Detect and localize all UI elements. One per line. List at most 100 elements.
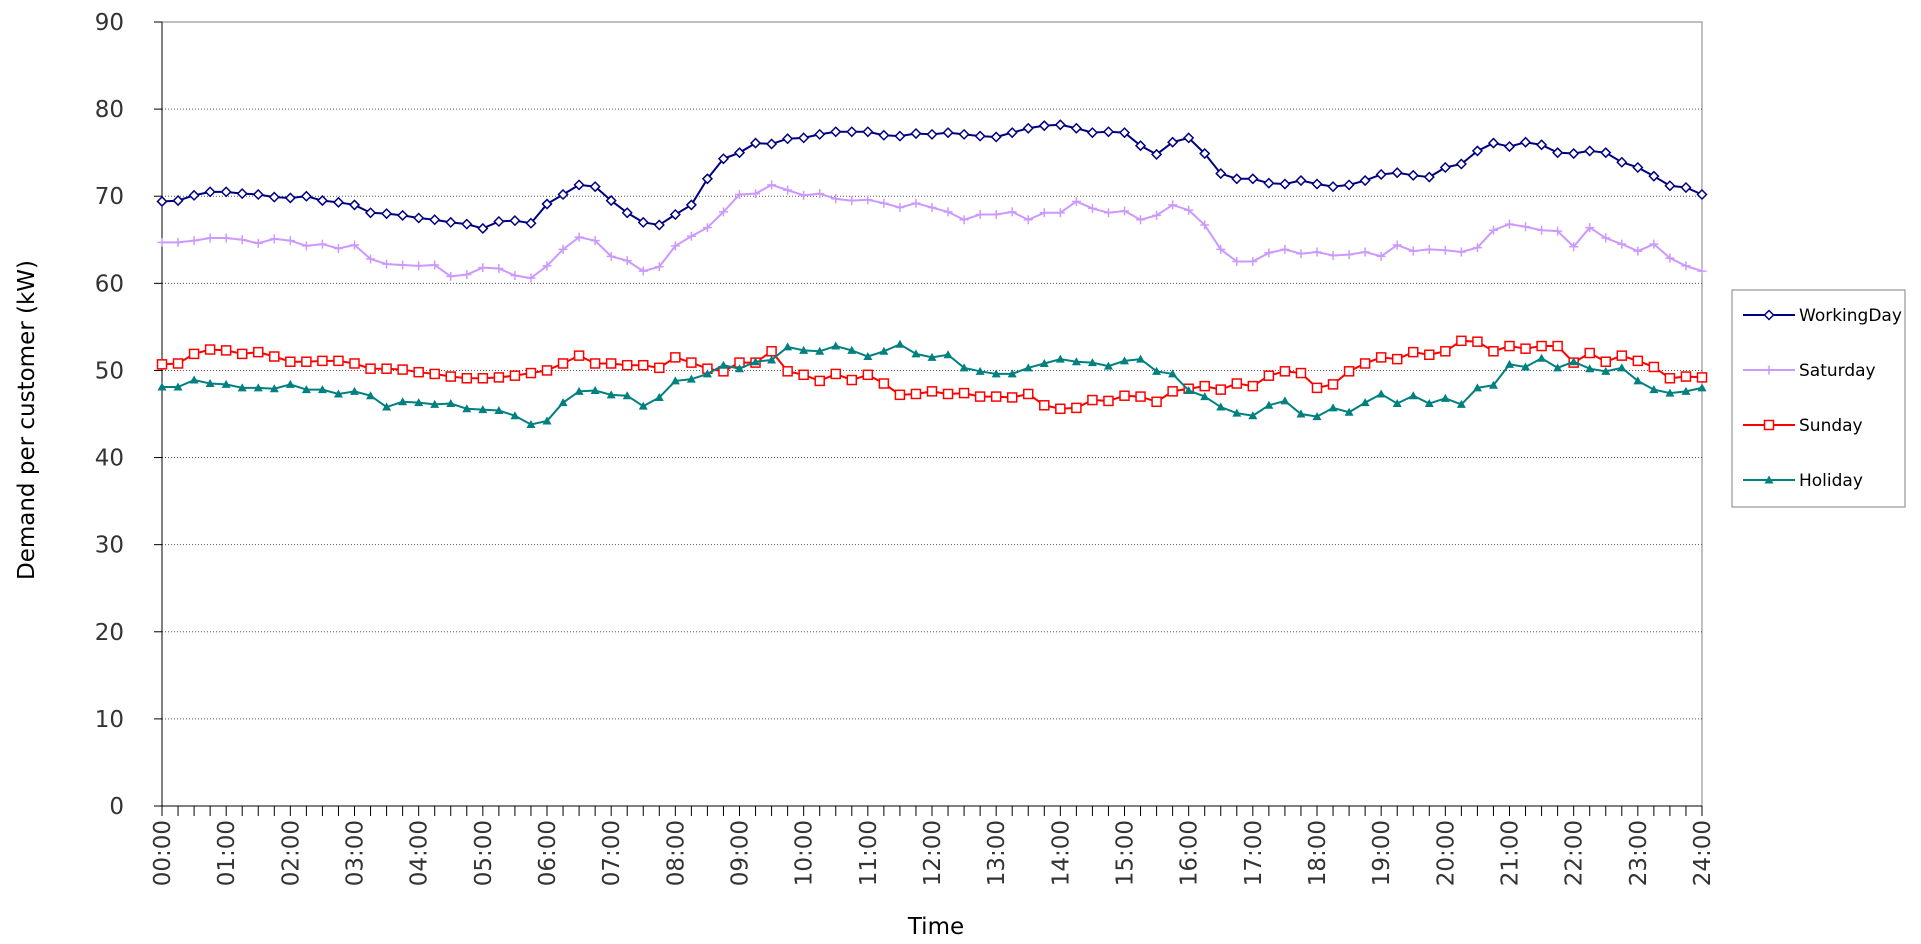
data-point	[1279, 366, 1291, 377]
data-point	[1456, 335, 1467, 347]
data-point	[1359, 358, 1371, 369]
legend-marker	[1764, 365, 1774, 375]
data-point	[1569, 357, 1579, 366]
data-point	[1697, 266, 1707, 276]
data-point	[1136, 354, 1146, 363]
data-point	[1232, 408, 1242, 417]
x-tick-label: 10:00	[792, 820, 818, 886]
data-point	[894, 389, 906, 401]
data-point	[1600, 356, 1611, 367]
data-point	[1023, 388, 1034, 400]
data-point	[926, 386, 938, 397]
data-point	[1006, 127, 1018, 139]
x-tick-label: 01:00	[214, 820, 240, 886]
data-point	[1552, 147, 1564, 159]
data-point	[767, 180, 777, 190]
data-point	[236, 188, 248, 200]
data-point	[1520, 343, 1531, 354]
data-point	[173, 382, 183, 391]
data-point	[1360, 398, 1370, 407]
data-point	[1488, 225, 1498, 235]
data-point	[509, 370, 521, 381]
data-point	[1537, 353, 1547, 362]
data-point	[478, 263, 488, 273]
series-line	[161, 123, 1703, 230]
data-point	[735, 364, 744, 373]
data-point	[846, 374, 858, 386]
data-point	[1039, 400, 1050, 411]
data-point	[670, 376, 680, 385]
data-point	[798, 132, 810, 144]
data-point	[1408, 246, 1418, 256]
data-point	[974, 391, 986, 402]
data-point	[799, 190, 809, 200]
data-point	[542, 261, 552, 271]
data-point	[991, 369, 1001, 378]
data-point	[557, 188, 569, 201]
data-point	[445, 371, 456, 382]
data-point	[332, 196, 345, 208]
data-point	[638, 359, 649, 371]
data-point	[1296, 409, 1306, 418]
x-tick-label: 17:00	[1241, 820, 1267, 886]
data-point	[269, 234, 279, 244]
data-point	[1038, 120, 1050, 132]
data-point	[446, 271, 456, 281]
data-point	[1616, 350, 1628, 361]
data-point	[253, 346, 264, 358]
data-point	[974, 130, 986, 142]
data-point	[1151, 148, 1163, 160]
data-point	[510, 270, 520, 280]
data-point	[1120, 206, 1129, 216]
legend-label: Saturday	[1799, 361, 1876, 381]
data-point	[686, 357, 697, 368]
data-point	[573, 179, 585, 191]
data-point	[1536, 340, 1547, 352]
x-tick-label: 03:00	[343, 820, 369, 886]
data-point	[911, 349, 921, 358]
data-point	[1616, 156, 1628, 168]
data-point	[1102, 126, 1115, 138]
data-point	[541, 198, 553, 210]
y-axis-title: Demand per customer (kW)	[14, 260, 40, 580]
legend-label: Holiday	[1799, 471, 1863, 491]
data-point	[574, 232, 584, 242]
data-point	[285, 379, 295, 388]
data-point	[1424, 244, 1434, 254]
data-point	[942, 127, 954, 139]
data-point	[301, 356, 312, 367]
data-point	[172, 358, 184, 369]
data-point	[317, 385, 327, 394]
data-point	[1199, 147, 1211, 160]
data-point	[574, 386, 584, 395]
data-point	[895, 203, 905, 213]
data-point	[654, 392, 664, 401]
data-point	[943, 207, 953, 217]
x-tick-label: 00:00	[150, 820, 176, 886]
data-point	[622, 256, 632, 266]
data-point	[1167, 136, 1179, 148]
data-point	[878, 129, 890, 141]
data-point	[910, 127, 922, 140]
data-point	[253, 238, 263, 248]
data-point	[831, 341, 841, 350]
x-tick-label: 18:00	[1305, 820, 1331, 886]
data-point	[1312, 412, 1322, 421]
data-point	[1680, 371, 1692, 382]
data-point	[911, 198, 921, 208]
data-point	[1537, 225, 1547, 235]
data-point	[878, 378, 890, 389]
data-point	[670, 352, 681, 363]
data-point	[1168, 369, 1178, 378]
data-point	[685, 199, 697, 211]
data-point	[1006, 392, 1018, 403]
data-point	[959, 215, 969, 225]
data-point	[1553, 363, 1563, 372]
x-tick-label: 20:00	[1433, 820, 1459, 886]
data-point	[847, 345, 857, 354]
data-point	[686, 374, 696, 383]
data-point	[188, 189, 200, 201]
data-point	[718, 207, 728, 217]
data-point	[910, 388, 922, 400]
